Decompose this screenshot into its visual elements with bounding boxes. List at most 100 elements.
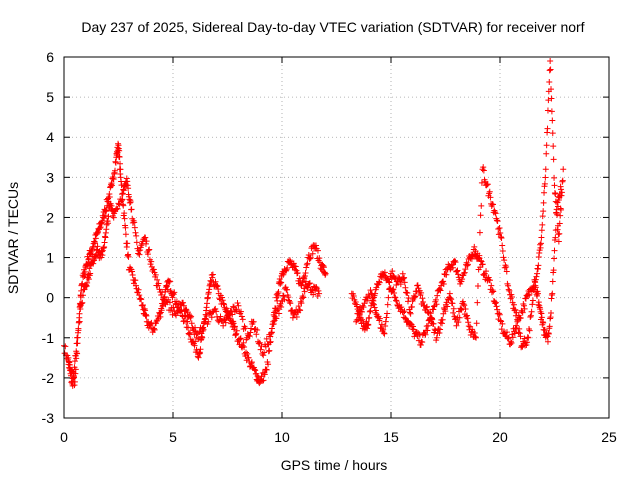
data-point — [215, 286, 222, 293]
data-point — [491, 209, 498, 216]
data-point — [494, 306, 501, 313]
data-point — [543, 142, 550, 149]
data-point — [246, 363, 253, 370]
data-point — [548, 95, 555, 102]
data-point — [423, 304, 430, 311]
data-point — [195, 335, 202, 342]
data-point — [509, 334, 516, 341]
data-point — [313, 242, 320, 249]
data-point — [302, 270, 309, 277]
data-point — [188, 320, 195, 327]
data-point — [360, 304, 367, 311]
data-point — [280, 293, 287, 300]
data-point — [192, 324, 199, 331]
data-point — [147, 320, 154, 327]
data-point — [549, 130, 556, 137]
data-point — [298, 300, 305, 307]
data-point — [320, 264, 327, 271]
data-point — [138, 242, 145, 249]
data-point — [265, 361, 272, 368]
data-point — [518, 344, 525, 351]
data-point — [528, 308, 535, 315]
data-point — [398, 304, 405, 311]
data-point — [143, 312, 150, 319]
data-point — [440, 305, 447, 312]
data-point — [366, 308, 373, 315]
data-point — [137, 247, 144, 254]
data-point — [376, 315, 383, 322]
data-point — [231, 323, 238, 330]
data-point — [538, 227, 545, 234]
data-point — [213, 283, 220, 290]
data-point — [220, 322, 227, 329]
data-point — [248, 359, 255, 366]
data-point — [299, 293, 306, 300]
data-point — [304, 284, 311, 291]
data-point — [498, 235, 505, 242]
data-point — [455, 319, 462, 326]
data-point — [405, 295, 412, 302]
data-point — [372, 307, 379, 314]
data-point — [522, 295, 529, 302]
data-point — [380, 329, 387, 336]
data-point — [367, 287, 374, 294]
data-point — [122, 224, 129, 231]
data-point — [493, 217, 500, 224]
data-point — [468, 329, 475, 336]
data-point — [237, 336, 244, 343]
data-point — [170, 290, 176, 297]
data-point — [85, 276, 92, 283]
data-point — [92, 235, 99, 242]
data-point — [492, 300, 499, 307]
data-point — [144, 251, 151, 258]
data-point — [540, 208, 547, 215]
data-point — [302, 278, 309, 285]
data-point — [524, 339, 531, 346]
data-point — [425, 309, 432, 316]
data-point — [389, 268, 396, 275]
data-point — [142, 240, 149, 247]
data-point — [393, 297, 400, 304]
data-point — [136, 251, 143, 258]
data-point — [112, 167, 119, 174]
data-point — [436, 285, 443, 292]
x-axis-ticks: 0 5 10 15 20 25 — [60, 57, 617, 445]
data-point — [512, 306, 519, 313]
data-point — [214, 282, 221, 289]
data-point — [356, 314, 363, 321]
data-point — [497, 234, 504, 241]
data-point — [544, 338, 551, 345]
data-point — [370, 297, 377, 304]
data-point — [439, 320, 446, 327]
data-point — [397, 281, 404, 288]
data-point — [79, 292, 86, 299]
data-point — [487, 194, 494, 201]
data-point — [415, 337, 422, 344]
data-point — [285, 297, 292, 304]
data-point — [287, 300, 294, 307]
data-point — [209, 271, 216, 278]
chart-title: Day 237 of 2025, Sidereal Day-to-day VTE… — [81, 19, 584, 35]
data-point — [557, 212, 564, 219]
data-point — [514, 316, 521, 323]
data-point — [143, 238, 150, 245]
data-point — [508, 294, 515, 301]
data-point — [547, 66, 554, 73]
data-point — [424, 308, 431, 315]
data-point — [304, 260, 311, 267]
data-point — [78, 300, 85, 307]
data-point — [486, 188, 493, 195]
data-point — [385, 278, 392, 285]
data-point — [459, 276, 466, 283]
data-point — [525, 334, 532, 341]
data-point — [307, 255, 314, 262]
data-point — [534, 270, 541, 277]
data-point — [252, 367, 259, 374]
y-tick-label: 1 — [46, 250, 54, 266]
data-point — [120, 202, 127, 209]
data-point — [121, 215, 128, 222]
data-point — [233, 327, 240, 334]
data-point — [516, 330, 523, 337]
data-point — [519, 343, 526, 350]
